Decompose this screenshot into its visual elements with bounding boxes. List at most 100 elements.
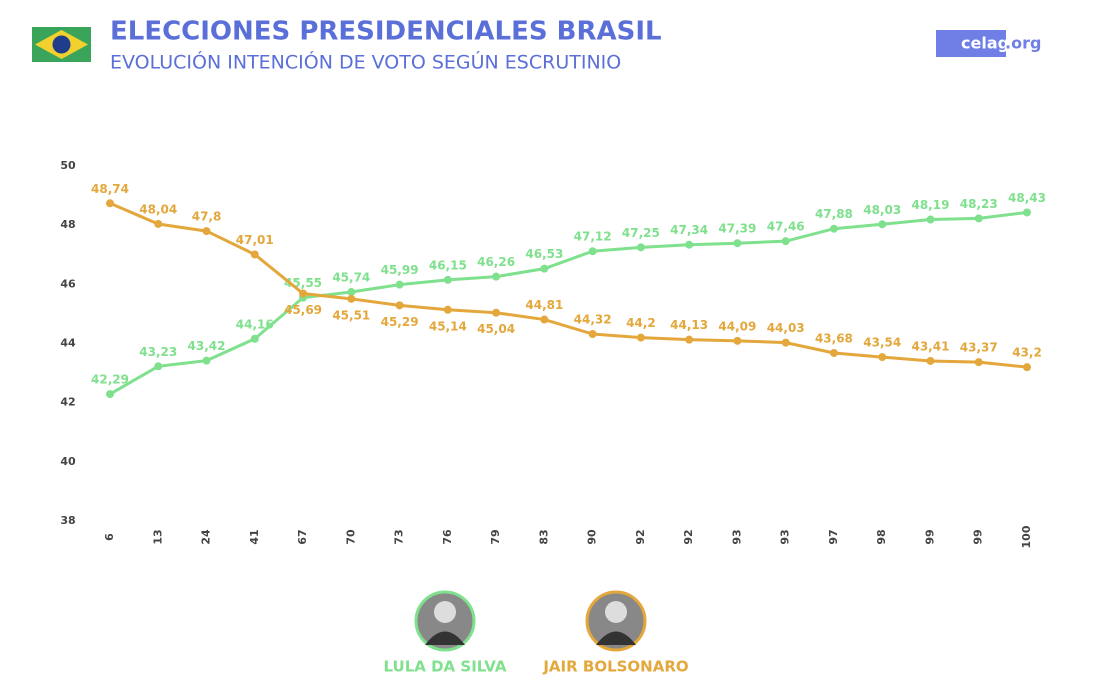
x-tick-label: 41 xyxy=(248,529,261,544)
x-tick-label: 76 xyxy=(441,529,454,545)
x-tick-label: 70 xyxy=(344,529,357,545)
y-tick-label: 38 xyxy=(60,514,75,527)
point xyxy=(443,275,452,284)
point xyxy=(250,250,259,259)
logo-suffix: .org xyxy=(1005,34,1041,53)
legend-photo-body xyxy=(596,631,636,645)
y-tick-label: 40 xyxy=(60,455,76,468)
flag xyxy=(32,27,91,62)
point xyxy=(202,227,211,236)
point xyxy=(1023,208,1031,217)
value-label: 44,13 xyxy=(670,318,708,332)
value-label: 46,26 xyxy=(477,255,515,269)
value-label: 43,41 xyxy=(911,339,949,353)
value-label: 45,51 xyxy=(332,308,370,322)
point xyxy=(106,390,114,399)
point xyxy=(733,239,742,248)
point xyxy=(492,272,501,281)
series-line xyxy=(109,210,1028,396)
x-tick-label: 92 xyxy=(682,529,695,544)
x-tick-label: 100 xyxy=(1020,525,1033,548)
value-label: 48,23 xyxy=(960,197,998,211)
point xyxy=(685,335,694,344)
point xyxy=(974,358,983,367)
title: ELECCIONES PRESIDENCIALES BRASIL xyxy=(110,17,662,47)
y-tick-label: 48 xyxy=(60,218,75,231)
point xyxy=(492,308,501,317)
point xyxy=(829,224,838,233)
value-label: 47,25 xyxy=(622,226,660,240)
value-label: 47,46 xyxy=(767,220,805,234)
value-label: 48,03 xyxy=(863,203,901,217)
point xyxy=(781,338,790,347)
value-label: 43,42 xyxy=(188,339,226,353)
point xyxy=(588,247,597,256)
point xyxy=(540,264,549,273)
value-label: 45,14 xyxy=(429,319,467,333)
value-label: 47,34 xyxy=(670,223,708,237)
x-tick-label: 13 xyxy=(151,529,164,544)
x-tick-label: 93 xyxy=(779,529,792,544)
point xyxy=(106,199,114,208)
x-tick-label: 99 xyxy=(923,529,936,544)
value-label: 45,69 xyxy=(284,303,322,317)
value-label: 44,2 xyxy=(626,316,656,330)
point xyxy=(154,362,163,371)
legend-label: JAIR BOLSONARO xyxy=(542,658,688,676)
point xyxy=(540,315,549,324)
x-tick-label: 93 xyxy=(730,529,743,544)
value-label: 47,88 xyxy=(815,207,853,221)
value-label: 46,53 xyxy=(525,247,563,261)
value-label: 45,74 xyxy=(332,271,370,285)
logo-name: celag xyxy=(961,34,1009,53)
value-label: 43,23 xyxy=(139,345,177,359)
value-label: 47,39 xyxy=(718,222,756,236)
point xyxy=(926,215,935,224)
x-tick-label: 83 xyxy=(537,529,550,544)
series-line xyxy=(109,201,1028,369)
point xyxy=(154,219,163,228)
point xyxy=(347,288,356,297)
point xyxy=(395,301,404,310)
y-tick-label: 44 xyxy=(60,337,76,350)
legend-label: LULA DA SILVA xyxy=(384,658,507,676)
value-label: 48,04 xyxy=(139,202,177,216)
x-tick-label: 98 xyxy=(875,529,888,544)
point xyxy=(733,336,742,345)
point xyxy=(974,214,983,223)
value-label: 48,74 xyxy=(91,182,129,196)
value-label: 44,16 xyxy=(236,317,274,331)
x-tick-label: 79 xyxy=(489,529,502,544)
value-label: 44,32 xyxy=(574,313,612,327)
point xyxy=(202,356,211,365)
legend-photo-head xyxy=(605,601,627,623)
point xyxy=(685,240,694,249)
value-label: 44,81 xyxy=(525,298,563,312)
value-label: 48,19 xyxy=(911,198,949,212)
point xyxy=(636,243,645,252)
point xyxy=(443,305,452,314)
value-label: 45,99 xyxy=(381,263,419,277)
value-label: 43,2 xyxy=(1012,346,1042,360)
x-tick-label: 6 xyxy=(103,533,116,541)
legend-photo-body xyxy=(425,631,465,645)
value-label: 44,09 xyxy=(718,319,756,333)
value-label: 47,8 xyxy=(192,210,222,224)
x-tick-label: 73 xyxy=(393,529,406,544)
value-label: 46,15 xyxy=(429,258,467,272)
point xyxy=(878,220,887,229)
x-tick-label: 97 xyxy=(827,529,840,544)
value-label: 43,68 xyxy=(815,331,853,345)
point xyxy=(588,330,597,339)
value-label: 47,01 xyxy=(236,233,274,247)
point xyxy=(926,356,935,365)
point xyxy=(636,333,645,342)
point xyxy=(829,348,838,357)
point xyxy=(1023,363,1031,372)
point xyxy=(299,289,308,298)
x-tick-label: 99 xyxy=(972,529,985,544)
legend-photo-head xyxy=(434,601,456,623)
point xyxy=(781,237,790,246)
point xyxy=(347,294,356,303)
